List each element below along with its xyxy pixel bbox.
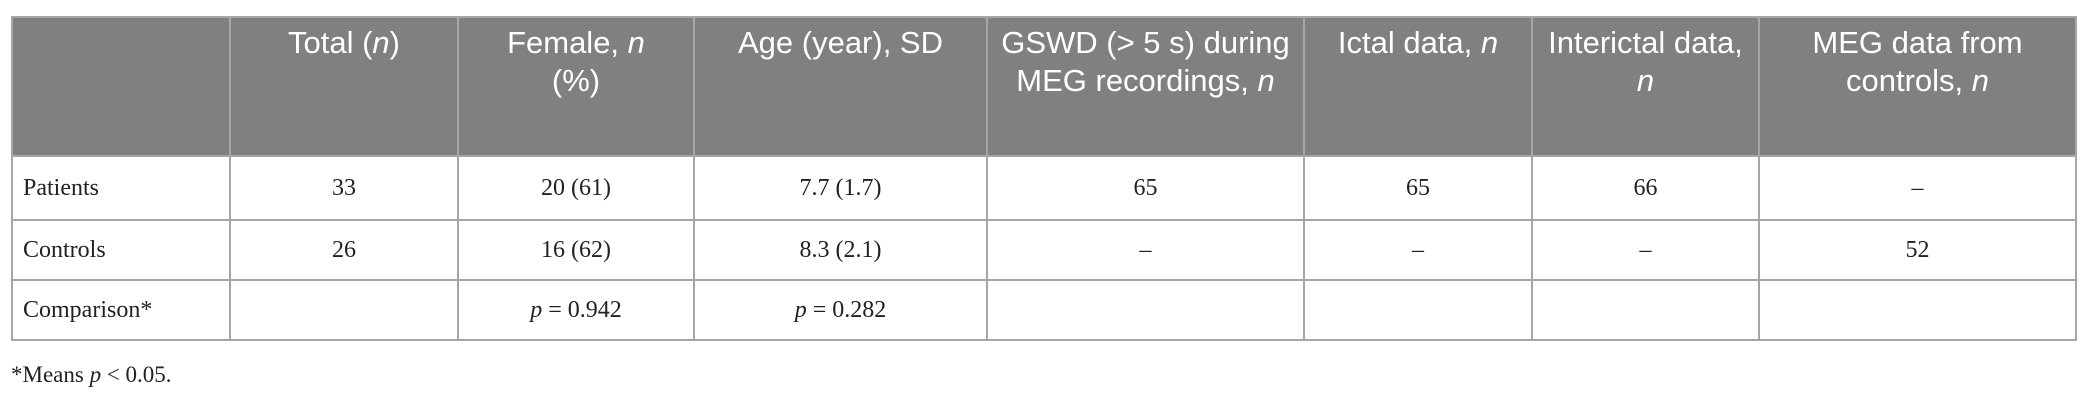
cell bbox=[1758, 279, 2077, 341]
header-cell: MEG data from controls, n bbox=[1758, 16, 2077, 157]
header-text: GSWD (> 5 s) during MEG recordings, bbox=[1001, 25, 1290, 98]
cell bbox=[986, 279, 1305, 341]
footnote-text: *Means bbox=[11, 362, 90, 387]
header-text: Female, bbox=[507, 25, 628, 60]
header-cell bbox=[11, 16, 231, 157]
cell-text: = 0.942 bbox=[542, 296, 622, 323]
header-cell: Female, n (%) bbox=[457, 16, 695, 157]
cell: p = 0.942 bbox=[457, 279, 695, 341]
header-cell: Interictal data, n bbox=[1531, 16, 1760, 157]
header-text: Interictal data, bbox=[1548, 25, 1743, 60]
cell: 16 (62) bbox=[457, 219, 695, 281]
cell-text: p bbox=[530, 296, 543, 323]
footnote: *Means p < 0.05. bbox=[11, 362, 172, 388]
cell-text: p bbox=[794, 296, 807, 323]
header-text: n bbox=[1257, 63, 1275, 98]
row: Patients 33 20 (61) 7.7 (1.7) 65 65 66 – bbox=[11, 155, 2077, 221]
header-text: MEG data from controls, bbox=[1812, 25, 2023, 98]
header-text: Age (year), SD bbox=[737, 25, 943, 60]
header-text: (%) bbox=[551, 63, 601, 98]
header-cell: Total (n) bbox=[229, 16, 459, 157]
cell bbox=[1303, 279, 1533, 341]
header-text: ) bbox=[389, 25, 400, 60]
header-text: n bbox=[1480, 25, 1499, 60]
footnote-text: p bbox=[89, 362, 102, 387]
header-text: Total ( bbox=[288, 25, 373, 60]
header-cell: GSWD (> 5 s) during MEG recordings, n bbox=[986, 16, 1305, 157]
cell: 26 bbox=[229, 219, 459, 281]
row: Controls 26 16 (62) 8.3 (2.1) – – – 52 bbox=[11, 219, 2077, 281]
cell bbox=[229, 279, 459, 341]
cell: 65 bbox=[1303, 155, 1533, 221]
footnote-text: < 0.05. bbox=[101, 362, 172, 387]
header-cell: Ictal data, n bbox=[1303, 16, 1533, 157]
cell: p = 0.282 bbox=[693, 279, 988, 341]
cell: 52 bbox=[1758, 219, 2077, 281]
cell: 65 bbox=[986, 155, 1305, 221]
table: Total (n) Female, n (%) Age (year), SD GS… bbox=[11, 16, 2077, 341]
header-text: n bbox=[627, 25, 645, 60]
cell: – bbox=[986, 219, 1305, 281]
cell: 7.7 (1.7) bbox=[693, 155, 988, 221]
cell: 20 (61) bbox=[457, 155, 695, 221]
cell: – bbox=[1531, 219, 1760, 281]
header-row: Total (n) Female, n (%) Age (year), SD GS… bbox=[11, 16, 2077, 157]
cell: Controls bbox=[11, 219, 231, 281]
header-text: n bbox=[372, 25, 390, 60]
header-cell: Age (year), SD bbox=[693, 16, 988, 157]
cell bbox=[1531, 279, 1760, 341]
header-text: Ictal data, bbox=[1337, 25, 1481, 60]
cell: Patients bbox=[11, 155, 231, 221]
row: Comparison* p = 0.942 p = 0.282 bbox=[11, 279, 2077, 341]
header-text: n bbox=[1971, 63, 1990, 98]
header-text: n bbox=[1636, 63, 1655, 98]
cell: 33 bbox=[229, 155, 459, 221]
cell: 66 bbox=[1531, 155, 1760, 221]
cell-text: = 0.282 bbox=[806, 296, 887, 323]
cell: Comparison* bbox=[11, 279, 231, 341]
cell: 8.3 (2.1) bbox=[693, 219, 988, 281]
cell: – bbox=[1758, 155, 2077, 221]
cell: – bbox=[1303, 219, 1533, 281]
